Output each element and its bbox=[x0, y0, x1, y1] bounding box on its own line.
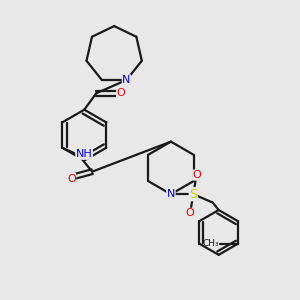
Text: NH: NH bbox=[76, 149, 92, 159]
Text: O: O bbox=[117, 88, 125, 98]
Text: O: O bbox=[193, 170, 202, 180]
Text: O: O bbox=[185, 208, 194, 218]
Text: S: S bbox=[189, 188, 197, 201]
Text: O: O bbox=[67, 173, 76, 184]
Text: N: N bbox=[167, 189, 175, 199]
Text: CH₃: CH₃ bbox=[202, 239, 219, 248]
Text: N: N bbox=[122, 75, 131, 85]
